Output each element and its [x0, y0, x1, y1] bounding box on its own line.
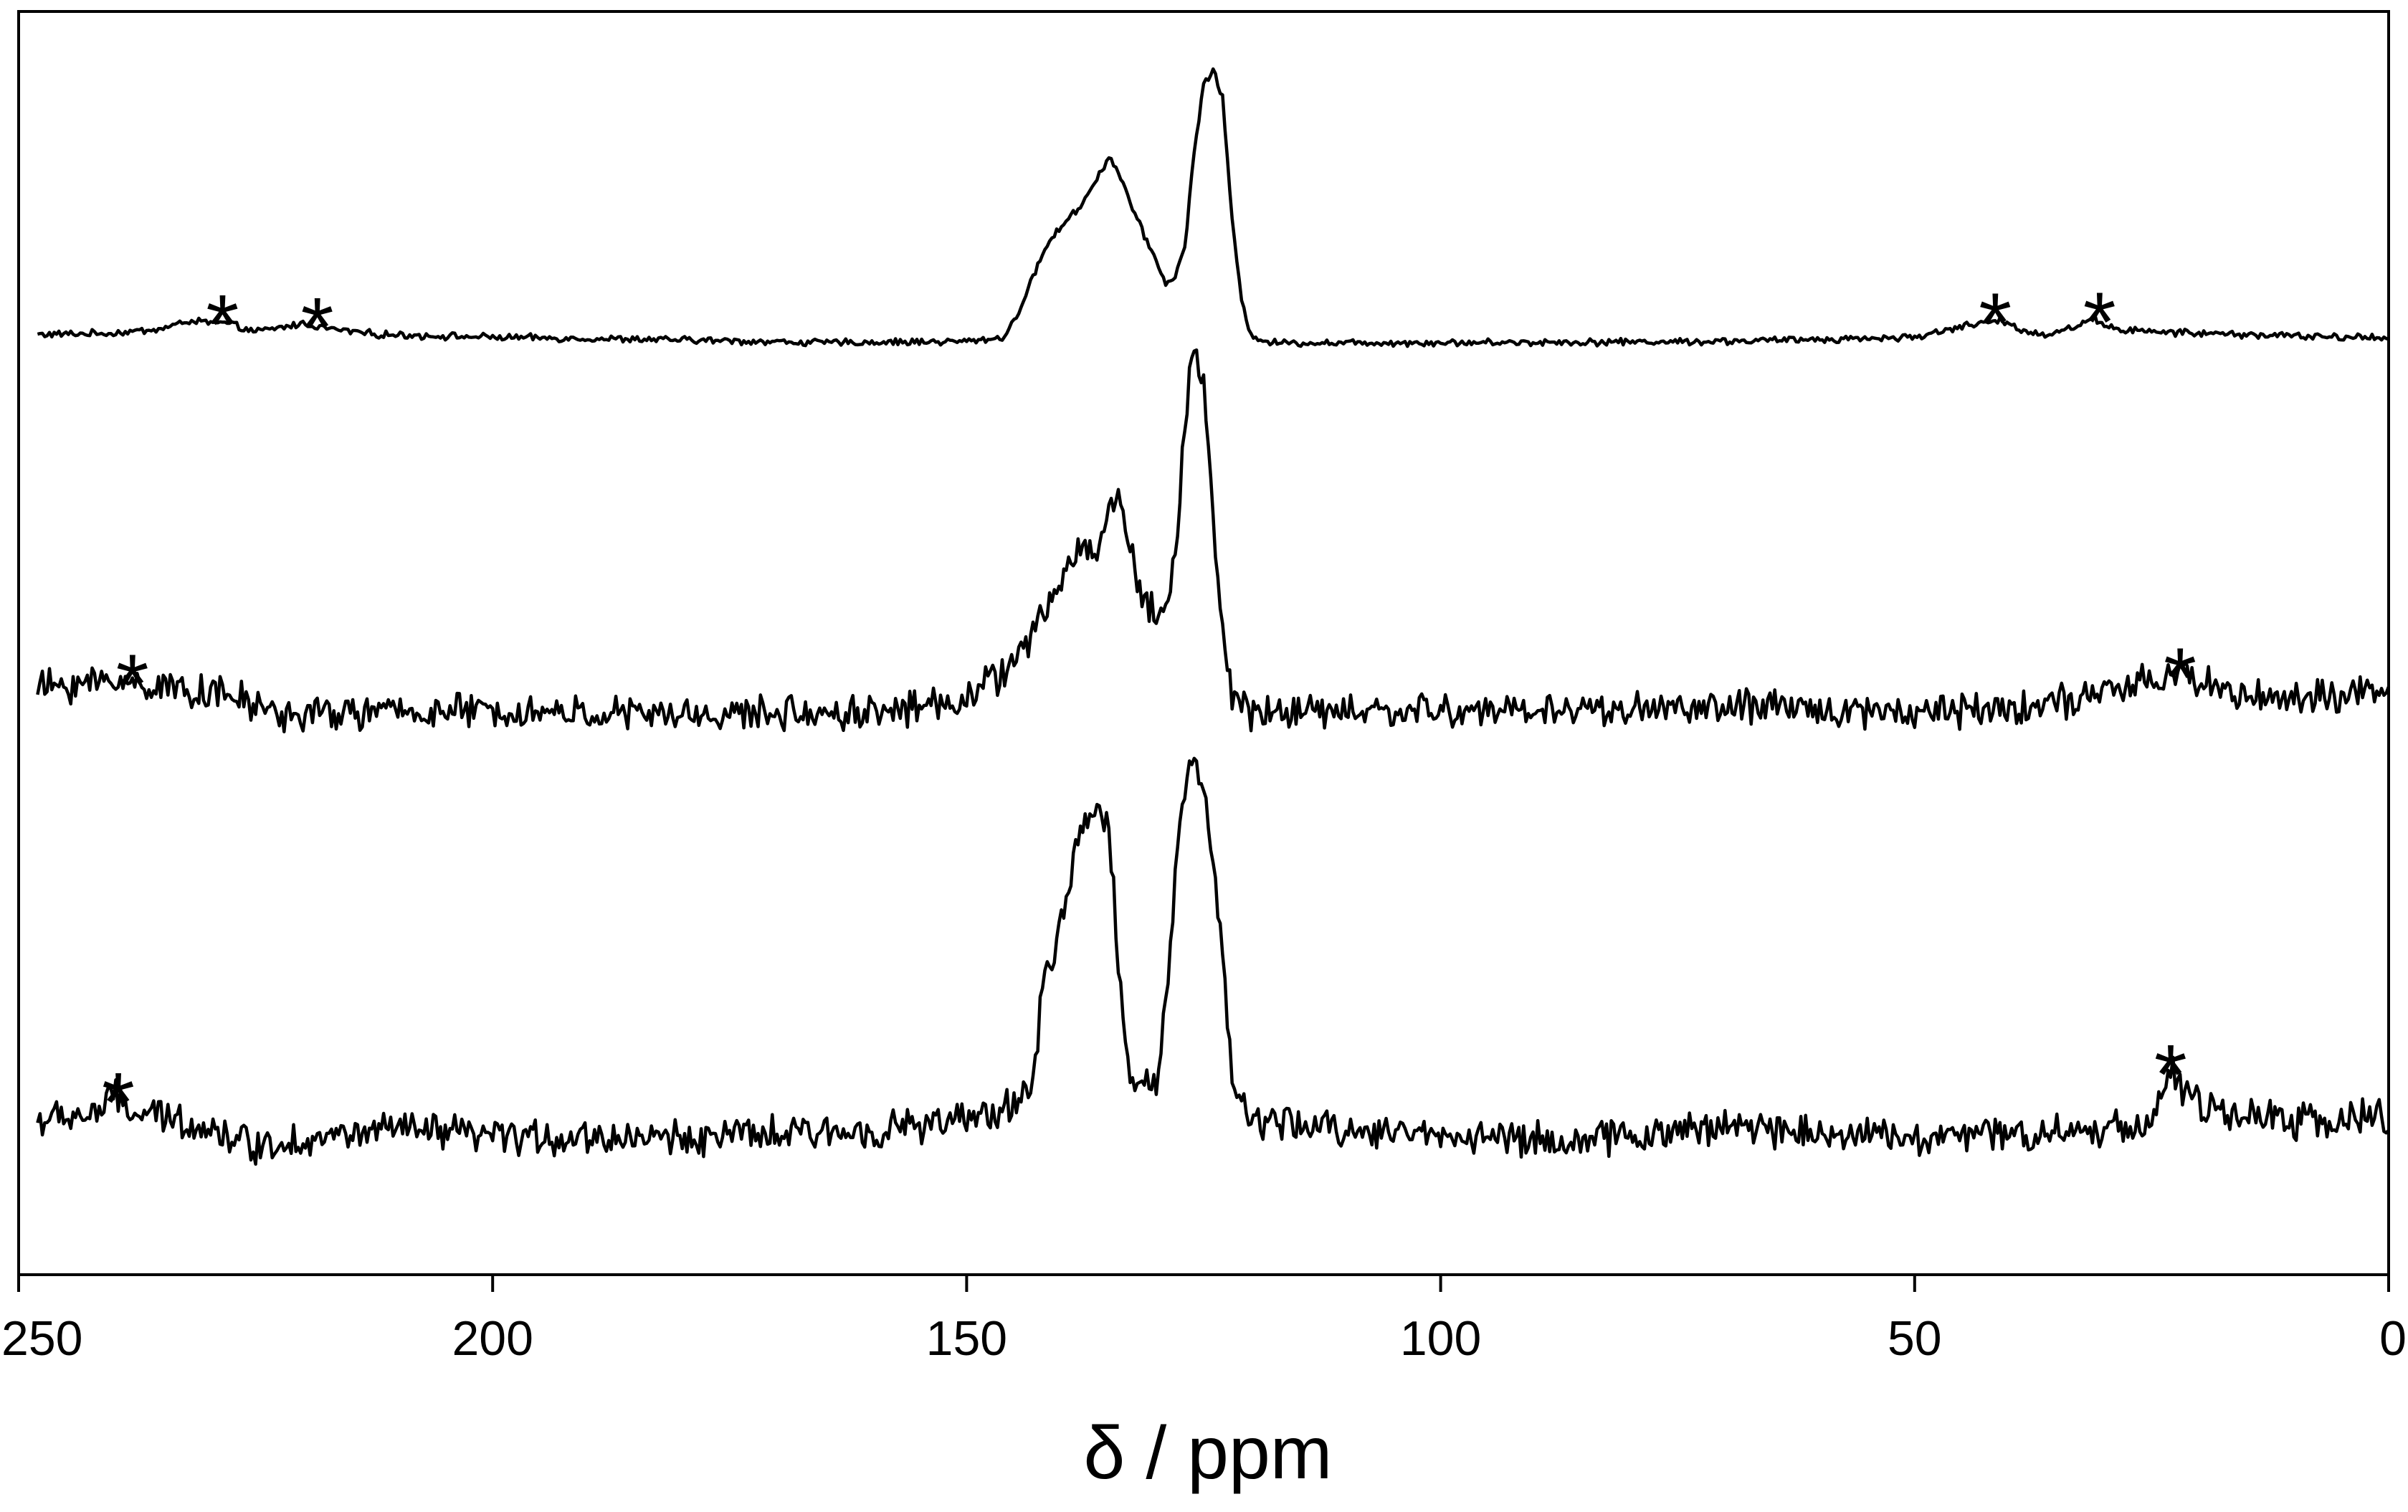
x-tick-label-50: 50: [1888, 1311, 1942, 1366]
sideband-marker-1-2: *: [301, 280, 334, 375]
x-tick-label-150: 150: [926, 1311, 1007, 1366]
spectrum-trace-2: [36, 348, 2391, 733]
spinning-sideband-markers: * * * * * * * *: [102, 275, 2197, 1150]
plot-frame: [17, 10, 2390, 1276]
sideband-marker-1-3: *: [1979, 276, 2012, 371]
x-tick-label-100: 100: [1400, 1311, 1481, 1366]
x-axis-title: δ / ppm: [1084, 1412, 1333, 1495]
sideband-marker-2-2: *: [2164, 630, 2197, 725]
sideband-marker-2-1: *: [116, 637, 149, 731]
spectrum-trace-3: [36, 756, 2390, 1166]
sideband-marker-3-1: *: [102, 1055, 135, 1150]
spectrum-traces: [36, 67, 2391, 1166]
sideband-marker-3-2: *: [2154, 1027, 2187, 1122]
x-tick-label-200: 200: [452, 1311, 533, 1366]
spectrum-trace-1: [37, 67, 2389, 348]
x-axis-tick-labels: 250 200 150 100 50 0: [1, 1311, 2407, 1366]
sideband-marker-1-4: *: [2083, 275, 2116, 370]
x-tick-label-0: 0: [2379, 1311, 2407, 1366]
x-axis-ticks: [17, 1275, 2390, 1292]
x-tick-label-250: 250: [1, 1311, 82, 1366]
sideband-marker-1-1: *: [206, 277, 239, 372]
